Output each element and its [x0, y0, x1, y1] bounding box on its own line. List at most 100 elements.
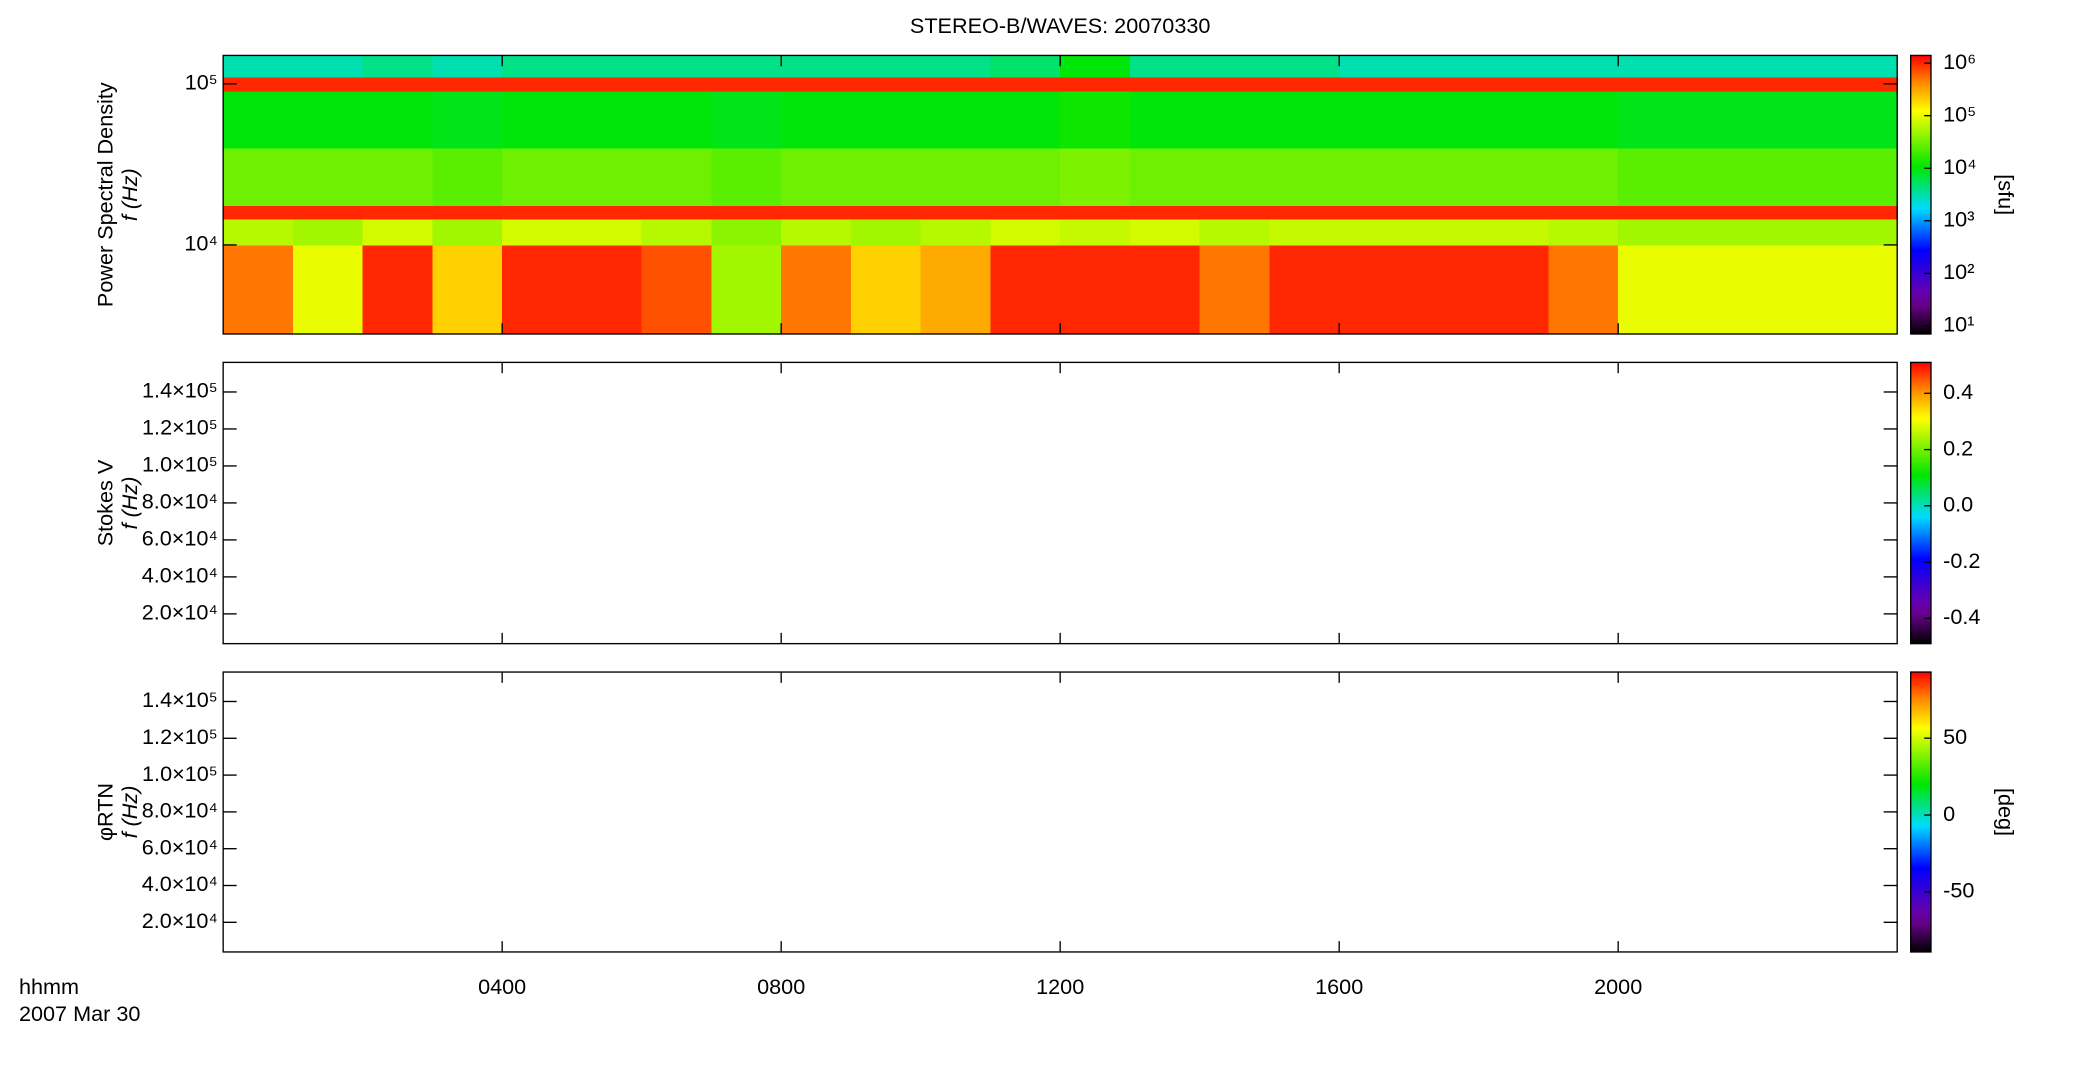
heatmap-cell: [1408, 218, 1480, 246]
heatmap-cell: [1408, 55, 1480, 78]
colorbar-tick-label: 10⁶: [1943, 49, 1976, 74]
heatmap-cell: [1060, 205, 1131, 220]
heatmap-cell: [362, 205, 434, 220]
heatmap-cell: [1618, 91, 1689, 149]
heatmap-cell: [362, 55, 434, 78]
heatmap-cell: [571, 218, 643, 246]
heatmap-cell: [1827, 218, 1898, 246]
heatmap-cell: [1548, 91, 1619, 149]
heatmap-cell: [1060, 147, 1131, 207]
y-axis-label: f (Hz): [117, 786, 142, 839]
colorbar-tick-label: 0.0: [1943, 492, 1973, 517]
heatmap-cell: [641, 55, 713, 78]
heatmap-cell: [781, 218, 852, 246]
heatmap-cell: [850, 77, 922, 92]
heatmap-cell: [292, 244, 364, 335]
heatmap-cell: [432, 205, 503, 220]
heatmap-cell: [1478, 244, 1550, 335]
heatmap-cell: [223, 205, 294, 220]
heatmap-cell: [1269, 218, 1340, 246]
heatmap-cell: [1478, 218, 1550, 246]
y-tick-label: 1.0×10⁵: [142, 452, 218, 477]
heatmap-cell: [432, 91, 503, 149]
heatmap-cell: [641, 91, 713, 149]
heatmap-cell: [432, 77, 503, 92]
heatmap-cell: [1339, 244, 1410, 335]
heatmap-cell: [641, 244, 713, 335]
heatmap-cell: [990, 77, 1061, 92]
colorbar-label: [deg]: [1993, 788, 2018, 836]
heatmap-cell: [641, 218, 713, 246]
heatmap-cell: [1757, 55, 1829, 78]
heatmap-cell: [1757, 244, 1829, 335]
heatmap-cell: [1827, 244, 1898, 335]
heatmap-cell: [432, 218, 503, 246]
heatmap-cell: [1199, 244, 1271, 335]
plot-frame: [222, 671, 1898, 953]
y-tick-label: 6.0×10⁴: [142, 834, 218, 859]
heatmap-cell: [362, 218, 434, 246]
y-axis-label: f (Hz): [117, 477, 142, 530]
heatmap-cell: [1060, 55, 1131, 78]
y-axis-label: Power Spectral Density: [93, 82, 118, 307]
heatmap-cell: [1199, 205, 1271, 220]
heatmap-cell: [711, 218, 782, 246]
heatmap-cell: [502, 77, 573, 92]
heatmap-cell: [1618, 77, 1689, 92]
heatmap-cell: [1199, 147, 1271, 207]
heatmap-cell: [641, 205, 713, 220]
colorbar-tick-label: 50: [1943, 724, 1967, 749]
panel: 2.0×10⁴ 4.0×10⁴ 6.0×10⁴ 8.0×10⁴ 1.0×10⁵ 1.2×1…: [93, 361, 1980, 645]
heatmap-cell: [571, 147, 643, 207]
heatmap-cell: [1339, 205, 1410, 220]
colorbar-tick-label: 10⁵: [1943, 101, 1976, 126]
y-axis-label: f (Hz): [117, 168, 142, 221]
x-axis-label: hhmm: [19, 974, 79, 999]
colorbar: [1910, 671, 1932, 953]
colorbar-tick-label: -50: [1943, 878, 1974, 903]
heatmap-cell: [1339, 147, 1410, 207]
heatmap-cell: [1618, 244, 1689, 335]
heatmap-cell: [850, 244, 922, 335]
heatmap-cell: [1199, 55, 1271, 78]
heatmap-cell: [781, 147, 852, 207]
heatmap-cell: [1548, 77, 1619, 92]
heatmap-cell: [1408, 244, 1480, 335]
heatmap-cell: [1618, 218, 1689, 246]
heatmap-cell: [1408, 147, 1480, 207]
heatmap-cell: [1129, 147, 1201, 207]
heatmap-cell: [502, 147, 573, 207]
heatmap-cell: [1827, 91, 1898, 149]
x-tick-label: 1200: [1036, 974, 1084, 999]
heatmap-cell: [1478, 55, 1550, 78]
heatmap-cell: [1269, 147, 1340, 207]
y-tick-label: 4.0×10⁴: [142, 871, 218, 896]
y-tick-label: 2.0×10⁴: [142, 908, 218, 933]
heatmap-cell: [1618, 55, 1689, 78]
heatmap-cell: [920, 218, 992, 246]
heatmap-cell: [502, 244, 573, 335]
x-tick-label: 0400: [478, 974, 526, 999]
panel: 10⁴ 10⁵ Power Spectral Density f (Hz) 10¹ 10²…: [93, 13, 2019, 337]
heatmap-cell: [571, 244, 643, 335]
y-tick-label: 6.0×10⁴: [142, 526, 218, 551]
y-tick-label: 1.2×10⁵: [142, 415, 218, 440]
heatmap-cell: [1129, 77, 1201, 92]
heatmap-cell: [571, 91, 643, 149]
heatmap-cell: [990, 205, 1061, 220]
heatmap-cell: [850, 147, 922, 207]
colorbar-tick-label: 0: [1943, 801, 1955, 826]
heatmap-cell: [711, 77, 782, 92]
heatmap-cell: [920, 91, 992, 149]
heatmap-cell: [1757, 147, 1829, 207]
colorbar-tick-label: -0.2: [1943, 548, 1980, 573]
y-tick-label: 4.0×10⁴: [142, 563, 218, 588]
heatmap-cell: [1339, 77, 1410, 92]
heatmap-cell: [1339, 55, 1410, 78]
heatmap-cell: [641, 147, 713, 207]
heatmap-cell: [1757, 205, 1829, 220]
heatmap-cell: [711, 205, 782, 220]
y-tick-label: 1.4×10⁵: [142, 378, 218, 403]
heatmap-cell: [990, 55, 1061, 78]
